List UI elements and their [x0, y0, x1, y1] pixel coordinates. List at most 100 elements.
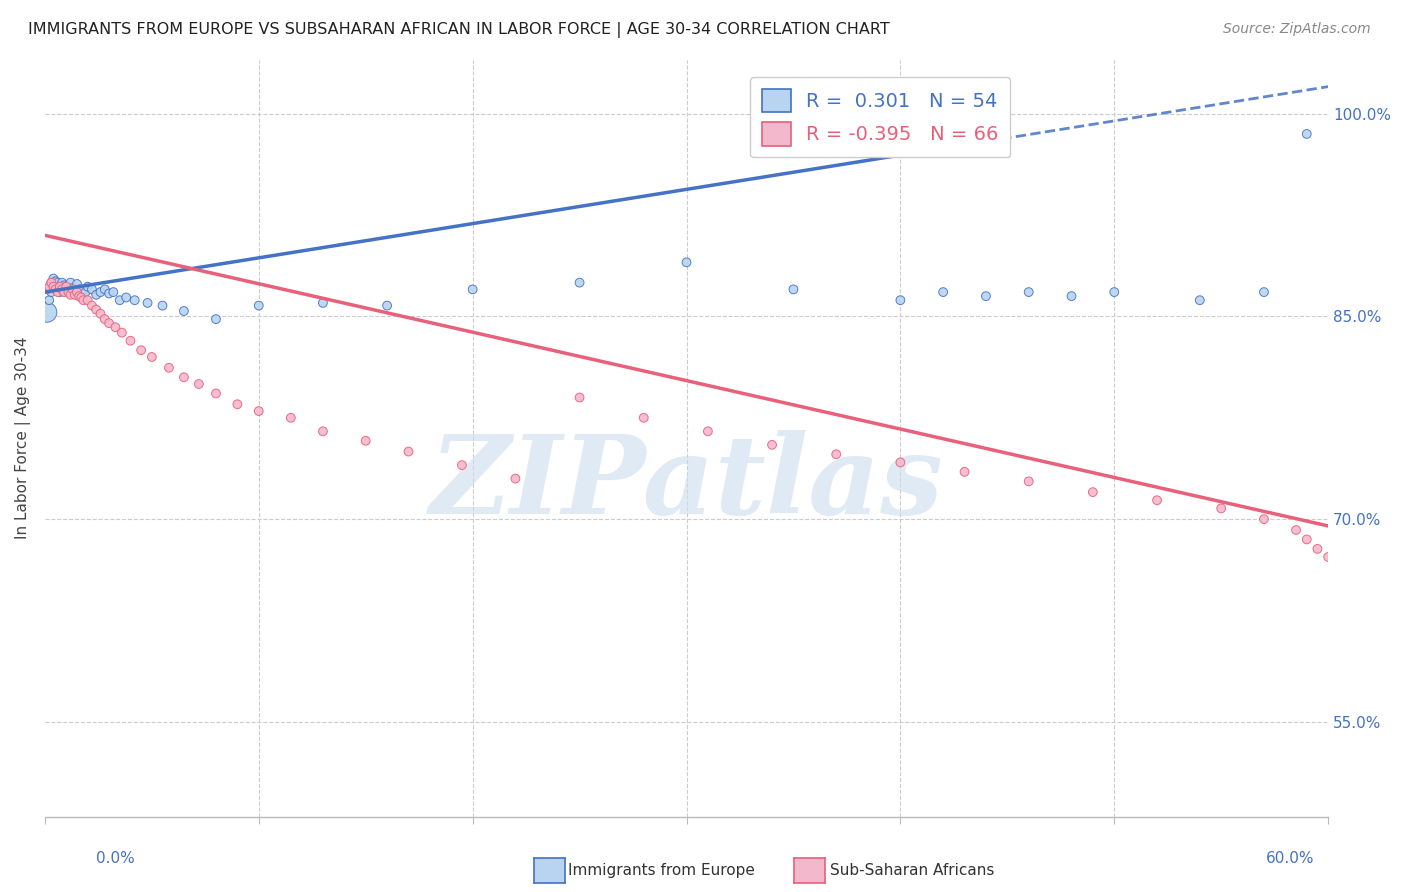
Point	[1317, 549, 1340, 564]
Text: ZIPatlas: ZIPatlas	[430, 430, 943, 537]
Point	[1295, 533, 1317, 547]
Point	[42, 279, 65, 293]
Point	[1104, 285, 1126, 299]
Point	[205, 386, 228, 401]
Point	[205, 312, 228, 326]
Point	[675, 255, 697, 269]
Point	[94, 282, 117, 296]
Point	[1081, 485, 1104, 500]
Point	[75, 285, 97, 299]
Point	[59, 276, 82, 290]
Point	[889, 293, 911, 308]
Point	[375, 299, 398, 313]
Point	[46, 276, 69, 290]
Legend: R =  0.301   N = 54, R = -0.395   N = 66: R = 0.301 N = 54, R = -0.395 N = 66	[749, 77, 1011, 157]
Point	[1360, 566, 1382, 581]
Point	[1018, 285, 1040, 299]
Point	[226, 397, 249, 411]
Point	[94, 312, 117, 326]
Point	[696, 425, 718, 439]
Point	[782, 282, 804, 296]
Point	[247, 404, 270, 418]
Point	[42, 279, 65, 293]
Point	[67, 289, 90, 303]
Point	[55, 279, 77, 293]
Point	[761, 438, 783, 452]
Point	[152, 299, 174, 313]
Point	[70, 291, 93, 305]
Point	[461, 282, 484, 296]
Point	[312, 296, 335, 310]
Text: Sub-Saharan Africans: Sub-Saharan Africans	[830, 863, 994, 878]
Point	[39, 276, 62, 290]
Point	[66, 285, 89, 299]
Point	[58, 282, 80, 296]
Point	[1211, 501, 1233, 516]
Point	[84, 287, 107, 301]
Point	[38, 279, 60, 293]
Point	[157, 360, 180, 375]
Point	[72, 284, 94, 298]
Point	[45, 282, 67, 296]
Point	[1402, 582, 1406, 597]
Point	[53, 285, 76, 299]
Point	[67, 282, 90, 296]
Point	[51, 284, 73, 298]
Point	[35, 305, 58, 319]
Point	[80, 299, 103, 313]
Point	[825, 447, 848, 461]
Point	[141, 350, 163, 364]
Point	[136, 296, 159, 310]
Point	[568, 391, 591, 405]
Point	[1188, 293, 1211, 308]
Point	[1253, 512, 1275, 526]
Text: IMMIGRANTS FROM EUROPE VS SUBSAHARAN AFRICAN IN LABOR FORCE | AGE 30-34 CORRELAT: IMMIGRANTS FROM EUROPE VS SUBSAHARAN AFR…	[28, 22, 890, 38]
Point	[1018, 475, 1040, 489]
Point	[247, 299, 270, 313]
Point	[312, 425, 335, 439]
Point	[568, 276, 591, 290]
Point	[45, 274, 67, 288]
Text: Source: ZipAtlas.com: Source: ZipAtlas.com	[1223, 22, 1371, 37]
Point	[62, 281, 84, 295]
Point	[38, 282, 60, 296]
Point	[953, 465, 976, 479]
Text: 0.0%: 0.0%	[96, 851, 135, 865]
Point	[354, 434, 377, 448]
Point	[108, 293, 131, 308]
Point	[173, 304, 195, 318]
Point	[49, 279, 72, 293]
Point	[1060, 289, 1083, 303]
Point	[115, 291, 138, 305]
Text: 60.0%: 60.0%	[1267, 851, 1315, 865]
Point	[187, 376, 209, 391]
Point	[129, 343, 152, 358]
Point	[49, 279, 72, 293]
Point	[49, 285, 72, 299]
Point	[889, 455, 911, 469]
Point	[80, 282, 103, 296]
Point	[89, 307, 111, 321]
Point	[51, 276, 73, 290]
Point	[76, 279, 98, 293]
Point	[124, 293, 146, 308]
Point	[76, 293, 98, 308]
Point	[280, 410, 302, 425]
Y-axis label: In Labor Force | Age 30-34: In Labor Force | Age 30-34	[15, 337, 31, 540]
Point	[63, 287, 86, 301]
Point	[932, 285, 955, 299]
Point	[398, 444, 420, 458]
Point	[120, 334, 142, 348]
Point	[1285, 523, 1308, 537]
Text: Immigrants from Europe: Immigrants from Europe	[568, 863, 755, 878]
Point	[1381, 573, 1403, 587]
Point	[1295, 127, 1317, 141]
Point	[451, 458, 474, 472]
Point	[66, 277, 89, 291]
Point	[633, 410, 655, 425]
Point	[45, 282, 67, 296]
Point	[72, 293, 94, 308]
Point	[42, 271, 65, 285]
Point	[111, 326, 134, 340]
Point	[51, 282, 73, 296]
